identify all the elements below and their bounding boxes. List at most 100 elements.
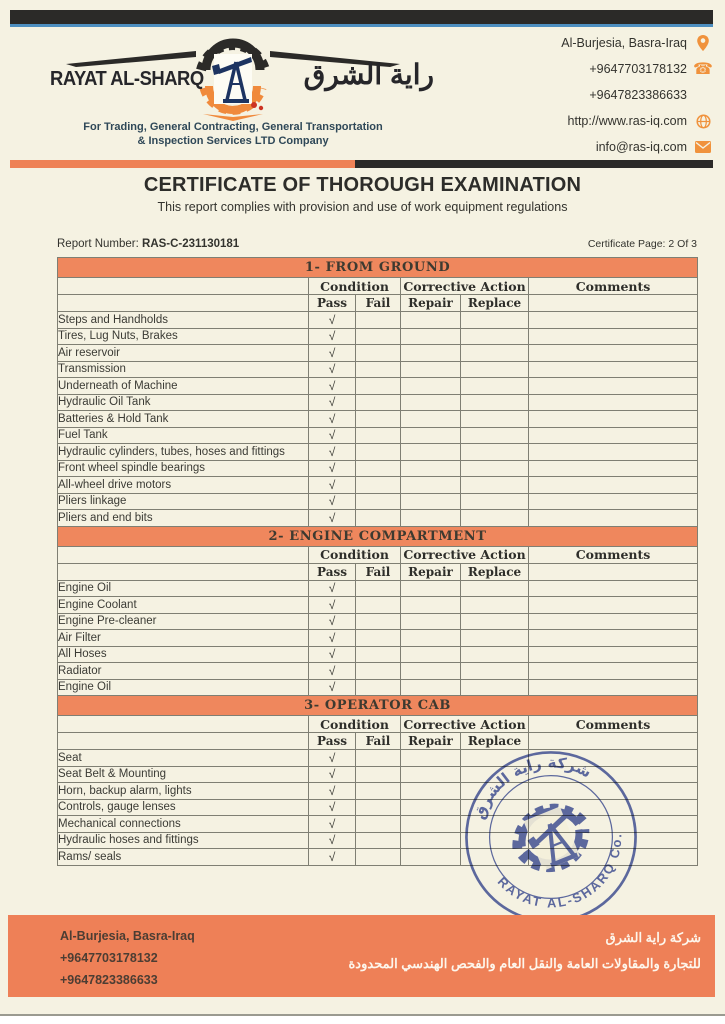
certificate-page-indicator: Certificate Page: 2 Of 3 xyxy=(588,238,697,250)
replace-mark-cell xyxy=(460,629,529,647)
item-name-cell: Seat Belt & Mounting xyxy=(57,765,309,783)
replace-mark-cell xyxy=(460,360,529,378)
inspection-table: 1- FROM GROUND Condition Corrective Action… xyxy=(56,257,699,866)
repair-header: Repair xyxy=(400,294,461,312)
envelope-icon xyxy=(695,139,711,155)
item-name-cell: Engine Coolant xyxy=(57,596,309,614)
report-info-line: Report Number: RAS-C-231130181 Certifica… xyxy=(57,238,697,250)
report-number: Report Number: RAS-C-231130181 xyxy=(57,238,239,250)
pass-mark-cell: √ xyxy=(308,377,356,395)
fail-mark-cell xyxy=(355,509,401,527)
header-divider-bar xyxy=(10,160,713,168)
replace-mark-cell xyxy=(460,311,529,329)
inspection-item-row: Hydraulic cylinders, tubes, hoses and fi… xyxy=(57,443,699,461)
repair-mark-cell xyxy=(400,662,461,680)
blank-cell xyxy=(527,562,699,581)
contact-website: http://www.ras-iq.com xyxy=(461,108,711,134)
footer-contact: Al-Burjesia, Basra-Iraq +9647703178132 +… xyxy=(60,925,195,991)
pass-mark-cell: √ xyxy=(308,831,356,849)
location-pin-icon xyxy=(695,35,711,51)
replace-header: Replace xyxy=(460,562,529,581)
replace-mark-cell xyxy=(460,476,529,494)
company-stamp: شركة راية الشرق RAYAT AL-SHARQ Co. xyxy=(435,721,667,953)
fail-mark-cell xyxy=(355,678,401,696)
item-name-cell: Air reservoir xyxy=(57,344,309,362)
fail-mark-cell xyxy=(355,596,401,614)
replace-mark-cell xyxy=(460,645,529,663)
replace-mark-cell xyxy=(460,443,529,461)
blank-cell xyxy=(527,732,699,750)
top-black-bar xyxy=(10,10,713,27)
item-name-cell: Rams/ seals xyxy=(57,848,309,866)
repair-mark-cell xyxy=(400,612,461,630)
item-name-cell: Hydraulic cylinders, tubes, hoses and fi… xyxy=(57,443,309,461)
fail-mark-cell xyxy=(355,393,401,411)
item-name-cell: Engine Oil xyxy=(57,678,309,696)
fail-header: Fail xyxy=(355,732,401,750)
item-name-cell: Batteries & Hold Tank xyxy=(57,410,309,428)
replace-mark-cell xyxy=(460,377,529,395)
replace-header: Replace xyxy=(460,732,529,750)
pass-mark-cell: √ xyxy=(308,311,356,329)
inspection-item-row: Steps and Handholds √ xyxy=(57,311,699,329)
brand-tagline: For Trading, General Contracting, Genera… xyxy=(28,120,438,148)
fail-mark-cell xyxy=(355,410,401,428)
contact-address-text: Al-Burjesia, Basra-Iraq xyxy=(561,36,687,50)
replace-mark-cell xyxy=(460,612,529,630)
pass-mark-cell: √ xyxy=(308,393,356,411)
comments-cell xyxy=(527,509,699,527)
comments-cell xyxy=(527,476,699,494)
pass-header: Pass xyxy=(308,562,356,581)
sub-header-row: Pass Fail Repair Replace xyxy=(57,562,699,581)
repair-mark-cell xyxy=(400,476,461,494)
item-name-cell: Fuel Tank xyxy=(57,426,309,444)
condition-header: Condition xyxy=(308,715,401,733)
pass-mark-cell: √ xyxy=(308,492,356,510)
fail-mark-cell xyxy=(355,579,401,597)
item-name-cell: Radiator xyxy=(57,662,309,680)
fail-mark-cell xyxy=(355,443,401,461)
inspection-item-row: All-wheel drive motors √ xyxy=(57,476,699,494)
item-name-cell: Engine Pre-cleaner xyxy=(57,612,309,630)
section-header-row: 2- ENGINE COMPARTMENT xyxy=(56,525,699,547)
inspection-item-row: Pliers linkage √ xyxy=(57,492,699,510)
item-name-cell: Air Filter xyxy=(57,629,309,647)
repair-mark-cell xyxy=(400,509,461,527)
fail-mark-cell xyxy=(355,798,401,816)
pass-mark-cell: √ xyxy=(308,410,356,428)
repair-mark-cell xyxy=(400,579,461,597)
corrective-action-header: Corrective Action xyxy=(400,715,529,733)
section-title-3: 3- OPERATOR CAB xyxy=(56,695,699,716)
item-name-cell: Seat xyxy=(57,749,309,767)
comments-cell xyxy=(527,645,699,663)
repair-mark-cell xyxy=(400,749,461,767)
fail-mark-cell xyxy=(355,831,401,849)
comments-cell xyxy=(527,327,699,345)
sub-header-row: Pass Fail Repair Replace xyxy=(57,294,699,312)
sub-header-row: Pass Fail Repair Replace xyxy=(57,732,699,750)
repair-mark-cell xyxy=(400,344,461,362)
blank-cell xyxy=(57,732,309,750)
item-name-cell: Steps and Handholds xyxy=(57,311,309,329)
section-header-row: 1- FROM GROUND xyxy=(56,257,699,278)
pass-mark-cell: √ xyxy=(308,344,356,362)
pass-mark-cell: √ xyxy=(308,459,356,477)
replace-mark-cell xyxy=(460,393,529,411)
fail-mark-cell xyxy=(355,360,401,378)
comments-cell xyxy=(527,662,699,680)
comments-header: Comments xyxy=(527,545,699,564)
corrective-action-header: Corrective Action xyxy=(400,545,529,564)
inspection-item-row: Air Filter √ xyxy=(57,629,699,647)
pass-mark-cell: √ xyxy=(308,749,356,767)
footer-address: Al-Burjesia, Basra-Iraq xyxy=(60,929,195,943)
brand-name-arabic: راية الشرق xyxy=(303,59,434,90)
inspection-item-row: Radiator √ xyxy=(57,662,699,680)
repair-mark-cell xyxy=(400,848,461,866)
repair-mark-cell xyxy=(400,426,461,444)
certificate-page-value: 2 Of 3 xyxy=(668,238,697,250)
fail-mark-cell xyxy=(355,749,401,767)
footer-company-ar-line1: شركة راية الشرق xyxy=(605,930,701,945)
comments-cell xyxy=(527,678,699,696)
replace-mark-cell xyxy=(460,426,529,444)
